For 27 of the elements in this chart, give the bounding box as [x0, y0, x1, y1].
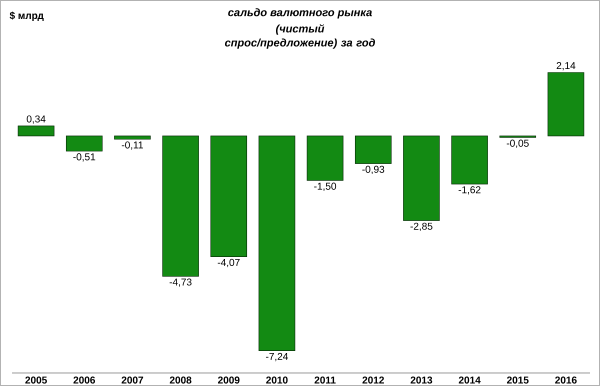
data-label: 0,34: [26, 115, 46, 124]
x-tick-label: 2011: [314, 376, 336, 384]
data-label: -2,85: [410, 222, 432, 231]
data-label: -7,24: [266, 352, 288, 362]
x-tick-label: 2007: [122, 376, 144, 384]
chart-subtitle: (чистый спрос/предложение) за год: [224, 24, 375, 49]
x-tick-label: 2009: [218, 376, 240, 384]
x-tick-label: 2005: [25, 376, 47, 384]
x-tick-label: 2015: [506, 376, 529, 384]
data-label: -0,93: [362, 166, 384, 174]
text: $ млрд: [10, 12, 44, 22]
data-label: 2,14: [556, 62, 576, 70]
x-tick-label: 2008: [170, 376, 192, 384]
data-label: -1,62: [458, 186, 480, 195]
x-tick-label: 2006: [73, 376, 96, 384]
data-label: -4,73: [170, 278, 192, 287]
chart-title: сальдо валютного рынка: [228, 8, 372, 18]
data-label: -1,50: [314, 182, 336, 191]
x-tick-label: 2010: [266, 376, 288, 384]
x-tick-label: 2013: [410, 376, 432, 384]
x-tick-label: 2016: [555, 376, 577, 384]
data-label: -0,51: [73, 153, 96, 162]
x-tick-label: 2014: [458, 376, 481, 384]
data-label: -0,05: [506, 140, 529, 148]
data-label: -0,11: [122, 141, 143, 150]
x-tick-label: 2012: [362, 376, 384, 384]
data-label: -4,07: [218, 258, 240, 268]
